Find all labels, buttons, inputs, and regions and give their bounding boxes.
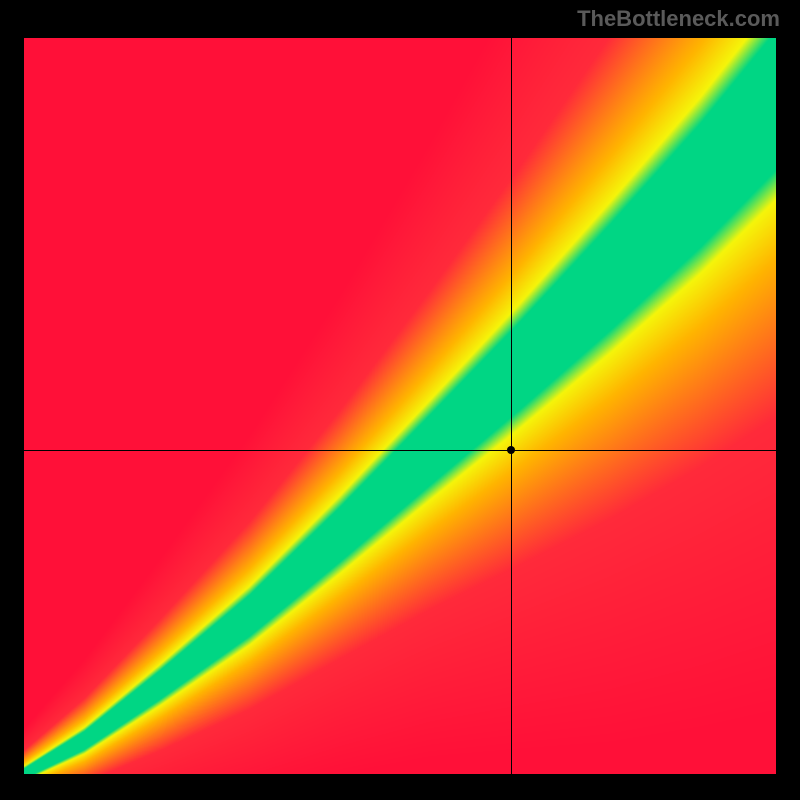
heatmap-plot-area: [24, 38, 776, 774]
watermark-text: TheBottleneck.com: [577, 6, 780, 32]
crosshair-horizontal: [24, 450, 776, 451]
crosshair-vertical: [511, 38, 512, 774]
heatmap-canvas: [24, 38, 776, 774]
marker-dot: [507, 446, 515, 454]
